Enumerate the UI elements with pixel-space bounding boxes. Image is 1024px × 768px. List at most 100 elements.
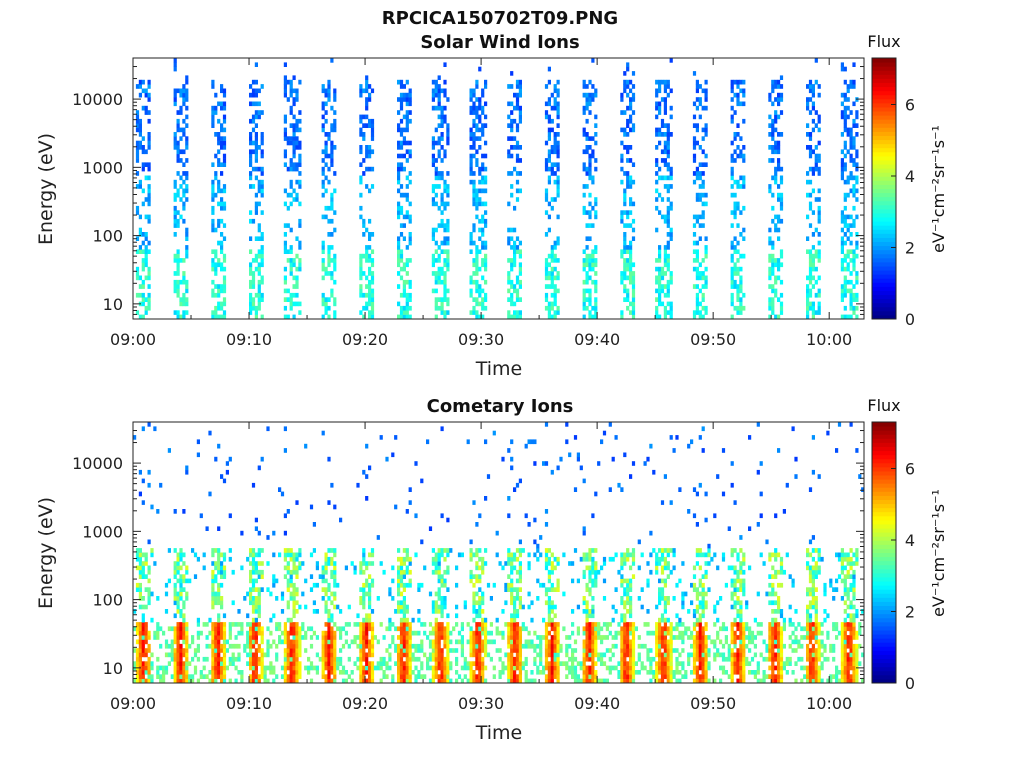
heatmap-cell [843,179,847,185]
heatmap-cell [855,188,859,194]
heatmap-cell [330,678,334,684]
heatmap-cell [504,587,508,592]
heatmap-cell [220,635,224,640]
heatmap-cell [446,635,450,640]
heatmap-cell [147,569,151,575]
heatmap-cell [475,114,479,120]
heatmap-cell [855,197,859,202]
heatmap-cell [806,297,810,302]
heatmap-cell [736,97,740,102]
heatmap-cell [368,288,372,294]
heatmap-cell [368,670,372,675]
heatmap-cell [481,201,485,207]
heatmap-cell [220,561,224,566]
heatmap-cell [298,184,302,189]
heatmap-cell [376,639,380,645]
heatmap-cell [518,158,522,163]
heatmap-cell [292,630,296,636]
heatmap-cell [179,622,183,627]
heatmap-cell [211,105,215,111]
heatmap-cell [138,469,142,475]
heatmap-cell [472,227,476,233]
heatmap-cell [843,288,847,294]
heatmap-cell [629,245,633,250]
heatmap-cell [631,179,636,185]
heatmap-cell [220,604,224,610]
heatmap-cell [808,305,813,311]
heatmap-cell [594,279,598,285]
heatmap-cell [742,184,746,189]
heatmap-cell [176,158,180,163]
heatmap-cell [475,84,479,89]
heatmap-cell [840,210,844,215]
heatmap-cell [211,674,215,679]
heatmap-cell [191,548,195,553]
heatmap-cell [666,136,670,141]
heatmap-cell [359,192,363,198]
heatmap-cell [370,661,375,666]
heatmap-cell [510,101,514,107]
heatmap-cell [440,552,444,558]
heatmap-cell [138,184,142,189]
heatmap-cell [222,674,227,679]
heatmap-cell [179,652,183,658]
heatmap-cell [408,678,412,684]
heatmap-cell [397,609,401,614]
heatmap-cell [179,661,183,666]
heatmap-cell [368,97,372,102]
heatmap-cell [437,552,441,558]
heatmap-cell [249,175,253,181]
heatmap-cell [333,314,337,320]
heatmap-cell [852,140,856,146]
heatmap-cell [150,674,154,679]
heatmap-cell [768,275,772,281]
heatmap-cell [217,561,221,566]
heatmap-cell [655,227,659,233]
heatmap-cell [669,58,673,63]
heatmap-cell [808,258,813,263]
heatmap-cell [446,613,450,619]
heatmap-cell [518,297,522,302]
heatmap-cell [562,626,566,632]
heatmap-cell [257,465,261,471]
heatmap-cell [237,622,241,627]
heatmap-cell [182,201,186,207]
heatmap-cell [840,266,844,272]
heatmap-cell [182,92,186,98]
heatmap-cell [370,132,375,137]
heatmap-cell [368,643,372,649]
heatmap-cell [478,548,482,553]
heatmap-cell [849,297,853,302]
heatmap-cell [510,465,514,471]
heatmap-cell [298,266,302,272]
heatmap-cell [440,305,444,311]
heatmap-cell [315,609,319,614]
x-tick-label: 09:30 [458,330,504,349]
heatmap-cell [455,639,459,645]
heatmap-cell [362,674,366,679]
heatmap-cell [774,110,778,115]
heatmap-cell [594,258,598,263]
heatmap-cell [408,92,412,98]
heatmap-cell [260,292,264,298]
heatmap-cell [211,179,215,185]
heatmap-cell [260,674,264,679]
heatmap-cell [582,205,586,211]
heatmap-cell [600,635,604,640]
heatmap-cell [144,236,148,241]
heatmap-cell [220,245,224,250]
heatmap-cell [811,127,815,133]
heatmap-cell [286,548,290,553]
heatmap-cell [666,288,670,294]
heatmap-cell [817,301,821,307]
heatmap-cell [144,630,148,636]
heatmap-cell [806,249,810,254]
heatmap-cell [843,97,847,102]
heatmap-cell [730,245,734,250]
heatmap-cell [408,118,412,124]
colorbar-segment [872,274,896,279]
heatmap-cell [811,253,815,259]
heatmap-cell [542,665,546,671]
heatmap-cell [777,166,781,172]
heatmap-cell [510,556,514,562]
